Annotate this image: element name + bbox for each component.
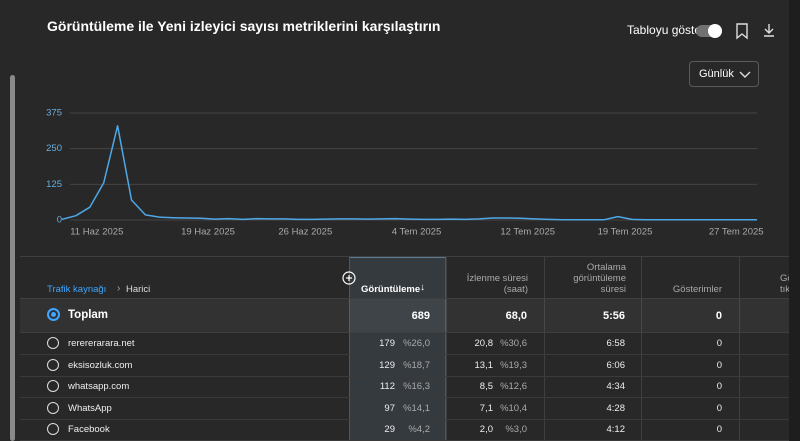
cell-impr: 0 xyxy=(716,381,722,392)
cell-avg: 6:06 xyxy=(606,359,626,371)
cell-watch-pct: %10,4 xyxy=(500,402,527,414)
cell-watch: 2,0 xyxy=(479,424,493,435)
row-rule xyxy=(20,397,789,398)
total-radio[interactable] xyxy=(47,308,60,321)
total-label: Toplam xyxy=(68,309,109,321)
header-icons xyxy=(696,23,774,40)
cell-impr: 0 xyxy=(716,424,722,435)
cell-impr: 0 xyxy=(716,338,722,349)
cell-avg: 4:34 xyxy=(606,381,626,392)
panel-edge xyxy=(789,0,800,441)
row-radio[interactable] xyxy=(47,358,59,371)
header-rule xyxy=(20,256,789,257)
row-rule xyxy=(20,354,789,355)
sort-arrow: ↓ xyxy=(420,282,425,293)
period-dropdown[interactable]: Günlük xyxy=(689,61,759,87)
total-avg: 5:56 xyxy=(602,310,625,322)
breadcrumb-current: Harici xyxy=(126,284,151,295)
x-tick-label: 4 Tem 2025 xyxy=(392,227,441,238)
column-header[interactable]: Gösterimlerin tıklanma oranı xyxy=(780,273,789,295)
section-title: Görüntüleme ile Yeni izleyici sayısı met… xyxy=(47,18,441,34)
cell-watch: 20,8 xyxy=(474,338,494,349)
column-header[interactable]: Ortalama görüntüleme süresi xyxy=(573,262,626,295)
dropdown-arrow xyxy=(739,71,751,78)
breadcrumb-sep: › xyxy=(117,283,121,294)
row-rule xyxy=(20,375,789,377)
x-tick-label: 19 Tem 2025 xyxy=(598,227,653,238)
source-label: eksisozluk.com xyxy=(68,359,133,371)
x-tick-label: 11 Haz 2025 xyxy=(70,227,123,238)
cell-watch: 13,1 xyxy=(474,359,494,371)
y-tick-label: 125 xyxy=(46,179,62,190)
breadcrumb-link[interactable]: Trafik kaynağı xyxy=(47,284,107,295)
column-header[interactable]: Görüntüleme xyxy=(361,284,421,295)
cell-views-pct: %14,1 xyxy=(403,402,430,414)
cell-watch-pct: %30,6 xyxy=(500,338,527,349)
column-header[interactable]: İzlenme süresi (saat) xyxy=(466,273,528,295)
cell-views: 129 xyxy=(379,359,395,371)
toggle-label[interactable]: Tabloyu göster xyxy=(627,23,706,37)
column-header[interactable]: Gösterimler xyxy=(672,284,722,295)
row-radio[interactable] xyxy=(47,401,59,414)
source-label: Facebook xyxy=(68,424,110,435)
save-icon[interactable] xyxy=(736,23,748,40)
cell-views: 97 xyxy=(384,402,395,414)
column-divider xyxy=(739,256,740,441)
x-tick-label: 27 Tem 2025 xyxy=(709,227,764,238)
column-divider xyxy=(446,256,447,441)
add-metric-icon[interactable] xyxy=(342,271,356,285)
source-label: WhatsApp xyxy=(68,402,112,414)
scrollbar[interactable] xyxy=(10,75,15,441)
download-icon[interactable] xyxy=(764,24,774,37)
total-watch: 68,0 xyxy=(505,310,527,322)
cell-views: 179 xyxy=(379,338,395,349)
column-divider xyxy=(641,256,642,441)
cell-views-pct: %26,0 xyxy=(403,338,430,349)
cell-impr: 0 xyxy=(716,359,722,371)
cell-watch-pct: %19,3 xyxy=(500,359,527,371)
cell-views: 29 xyxy=(384,424,395,435)
cell-watch-pct: %3,0 xyxy=(505,424,527,435)
chart: 0 125 250 375 11 Haz 2025 19 Haz 2025 26 Haz 2… xyxy=(46,108,764,238)
cell-avg: 6:58 xyxy=(606,338,626,349)
y-tick-label: 375 xyxy=(46,108,62,119)
total-row-bg xyxy=(20,298,789,333)
dropdown-label: Günlük xyxy=(699,68,734,80)
source-label: rerererarara.net xyxy=(68,338,135,349)
cell-avg: 4:28 xyxy=(606,402,626,414)
cell-views-pct: %18,7 xyxy=(403,359,430,371)
cell-watch: 8,5 xyxy=(479,381,493,392)
cell-views-pct: %16,3 xyxy=(403,381,430,392)
data-table: Trafik kaynağı › Harici Görüntüleme ↓ İzlenme… xyxy=(20,256,789,441)
row-radio[interactable] xyxy=(47,337,59,349)
row-rule xyxy=(20,418,789,420)
source-label: whatsapp.com xyxy=(68,381,130,392)
x-tick-label: 19 Haz 2025 xyxy=(181,227,235,238)
x-tick-label: 12 Tem 2025 xyxy=(500,227,555,238)
total-views: 689 xyxy=(411,310,430,322)
cell-watch: 7,1 xyxy=(479,402,493,414)
y-tick-label: 250 xyxy=(46,143,62,154)
cell-impr: 0 xyxy=(716,402,722,414)
column-divider xyxy=(544,256,545,441)
cell-avg: 4:12 xyxy=(606,424,626,435)
row-radio[interactable] xyxy=(47,380,59,392)
cell-views: 112 xyxy=(379,381,395,392)
toggle-knob[interactable] xyxy=(708,24,722,38)
row-radio[interactable] xyxy=(47,423,59,435)
y-tick-label: 0 xyxy=(57,215,62,226)
x-tick-label: 26 Haz 2025 xyxy=(278,227,332,238)
total-impr: 0 xyxy=(715,310,722,322)
sorted-column xyxy=(349,256,446,441)
cell-watch-pct: %12,6 xyxy=(500,381,527,392)
cell-views-pct: %4,2 xyxy=(408,424,430,435)
data-line xyxy=(61,125,757,221)
